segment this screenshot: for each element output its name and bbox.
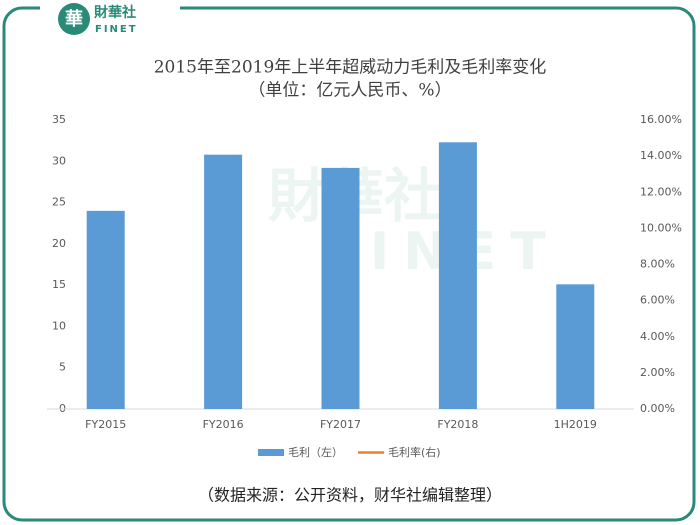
source-note: （数据来源：公开资料，财华社编辑整理） <box>198 486 502 505</box>
y2-tick-label: 4.00% <box>640 330 675 343</box>
y-tick-label: 30 <box>52 154 66 167</box>
x-tick-label: 1H2019 <box>554 418 597 431</box>
x-tick-label: FY2016 <box>203 418 244 431</box>
y-tick-label: 25 <box>52 196 66 209</box>
y-tick-label: 10 <box>52 319 66 332</box>
x-tick-label: FY2017 <box>320 418 361 431</box>
logo-icon: 華 <box>65 8 83 30</box>
y2-tick-label: 6.00% <box>640 294 675 307</box>
bar <box>86 210 125 409</box>
y2-tick-label: 12.00% <box>640 185 682 198</box>
bar <box>321 167 360 409</box>
y-tick-label: 20 <box>52 237 66 250</box>
y2-tick-label: 8.00% <box>640 258 675 271</box>
logo-latin: FINET <box>95 24 138 35</box>
legend-label: 毛利（左） <box>288 446 343 459</box>
chart-title: 2015年至2019年上半年超威动力毛利及毛利率变化 <box>154 58 547 78</box>
y2-tick-label: 2.00% <box>640 366 675 379</box>
y-tick-label: 15 <box>52 278 66 291</box>
x-tick-label: FY2018 <box>437 418 478 431</box>
y2-tick-label: 0.00% <box>640 402 675 415</box>
bar <box>438 142 477 409</box>
y2-tick-label: 10.00% <box>640 221 682 234</box>
logo-name: 財華社 <box>93 4 136 21</box>
logo-badge <box>58 3 90 35</box>
y2-tick-label: 16.00% <box>640 113 682 126</box>
bar <box>556 284 595 409</box>
bar <box>204 154 243 409</box>
x-tick-label: FY2015 <box>85 418 126 431</box>
legend-label: 毛利率(右) <box>388 445 441 459</box>
chart-subtitle: （单位：亿元人民币、%） <box>248 81 451 101</box>
legend-swatch <box>258 449 284 456</box>
y-tick-label: 35 <box>52 113 66 126</box>
y-tick-label: 5 <box>59 361 66 374</box>
y2-tick-label: 14.00% <box>640 149 682 162</box>
